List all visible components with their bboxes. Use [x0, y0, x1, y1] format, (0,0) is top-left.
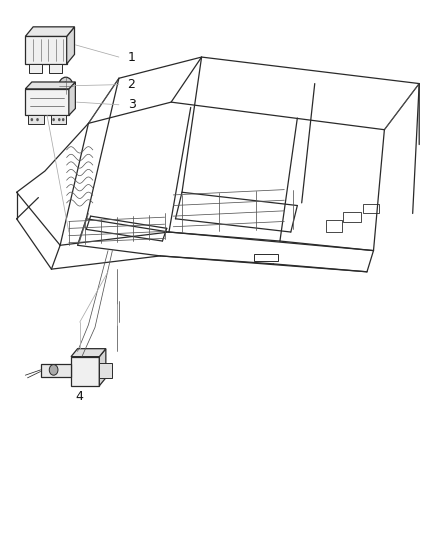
Polygon shape [67, 27, 74, 64]
Circle shape [31, 118, 33, 121]
Bar [50, 115, 66, 124]
Text: 1: 1 [127, 51, 135, 63]
Circle shape [62, 118, 64, 121]
Circle shape [63, 82, 69, 90]
Bar [28, 115, 44, 124]
Bar [49, 64, 62, 74]
Polygon shape [25, 82, 75, 89]
Polygon shape [69, 82, 75, 115]
Bar [41, 364, 71, 377]
Bar [363, 204, 379, 214]
Text: 4: 4 [76, 390, 84, 402]
Circle shape [36, 118, 39, 121]
Circle shape [49, 365, 58, 375]
Bar [71, 357, 99, 386]
Bar [25, 89, 69, 115]
Bar [325, 220, 342, 232]
Polygon shape [25, 36, 67, 64]
Bar [343, 212, 361, 222]
Circle shape [59, 77, 73, 94]
Circle shape [58, 118, 60, 121]
Polygon shape [99, 349, 106, 386]
Bar [29, 64, 42, 74]
Bar [254, 254, 278, 261]
Polygon shape [25, 27, 74, 36]
Circle shape [52, 118, 55, 121]
Bar [99, 363, 113, 378]
Text: 2: 2 [127, 78, 135, 91]
Text: 3: 3 [127, 98, 135, 111]
Polygon shape [71, 349, 106, 357]
